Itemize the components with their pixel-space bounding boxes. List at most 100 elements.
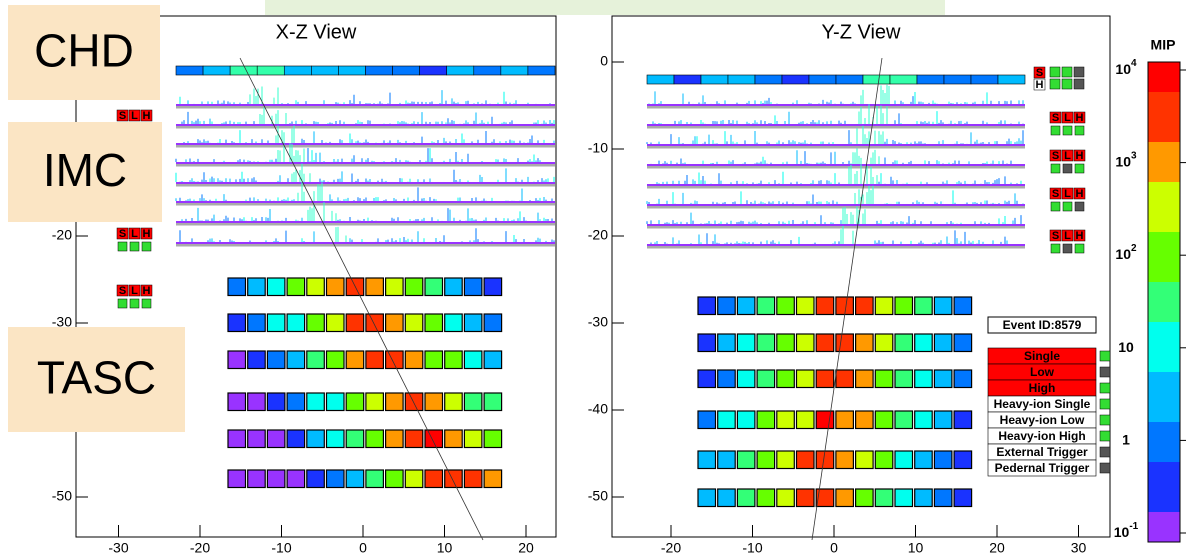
tasc-log	[736, 450, 756, 470]
tasc-log	[894, 488, 914, 508]
flag-letter: L	[131, 285, 138, 297]
track	[239, 57, 484, 541]
chd-paddle	[781, 74, 810, 85]
flag-box	[1033, 78, 1046, 91]
event-id-box	[987, 316, 1097, 334]
tasc-log	[424, 392, 444, 412]
tasc-log	[914, 296, 933, 316]
flag-status	[1062, 201, 1073, 212]
tasc-log	[306, 429, 325, 449]
tasc-log	[483, 277, 503, 297]
y-tick-label: -20	[588, 227, 608, 243]
tasc-log	[247, 350, 266, 370]
tasc-log	[815, 296, 835, 316]
tasc-log	[444, 350, 463, 370]
colorbar-cell	[1148, 132, 1180, 142]
tasc-log	[483, 469, 503, 489]
tasc-log	[247, 277, 266, 297]
trigger-label: External Trigger	[996, 445, 1088, 459]
tasc-log	[227, 469, 247, 489]
tasc-log	[286, 469, 306, 489]
tasc-log	[795, 333, 815, 353]
flag-letter: S	[1052, 188, 1059, 200]
tasc-log	[914, 450, 933, 470]
tasc-log	[247, 392, 266, 412]
flag-status	[1050, 125, 1061, 136]
trigger-status	[1099, 414, 1111, 426]
colorbar-exp: 2	[1131, 243, 1137, 254]
tasc-log	[463, 429, 483, 449]
overlay-label: TASC	[37, 352, 156, 404]
tasc-log	[776, 488, 795, 508]
tasc-log	[247, 313, 266, 333]
x-tick-label: 0	[359, 540, 367, 556]
trigger-label: Single	[1024, 349, 1060, 363]
colorbar-cell	[1148, 122, 1180, 132]
tasc-log	[286, 350, 306, 370]
trigger-status	[1099, 382, 1111, 394]
y-tick-label: -20	[52, 227, 72, 243]
tasc-log	[365, 392, 384, 412]
tasc-log	[854, 410, 874, 430]
tasc-log	[365, 350, 384, 370]
colorbar-cell	[1148, 252, 1180, 262]
y-tick-label: -30	[588, 314, 608, 330]
tasc-log	[736, 296, 756, 316]
tasc-log	[795, 410, 815, 430]
tasc-log	[227, 392, 247, 412]
tasc-log	[854, 369, 874, 389]
tasc-log	[894, 333, 914, 353]
x-tick-label: -30	[108, 540, 128, 556]
tasc-log	[736, 410, 756, 430]
colorbar-cell	[1148, 272, 1180, 282]
tasc-log	[776, 333, 795, 353]
tasc-log	[815, 488, 835, 508]
flag-letter: H	[1076, 112, 1084, 124]
tasc-log	[227, 313, 247, 333]
tasc-log	[953, 296, 973, 316]
tasc-log	[933, 488, 953, 508]
event-id: Event ID:8579	[1003, 318, 1082, 332]
tasc-log	[325, 350, 345, 370]
tasc-log	[385, 469, 404, 489]
colorbar-cell	[1148, 72, 1180, 82]
tasc-log	[365, 313, 384, 333]
tasc-log	[266, 277, 286, 297]
tasc-log	[247, 469, 266, 489]
colorbar-label: 1	[1122, 431, 1130, 447]
flag-box	[140, 227, 153, 240]
x-tick-label: 10	[437, 540, 453, 556]
tasc-log	[835, 450, 855, 470]
colorbar-cell	[1148, 242, 1180, 252]
tasc-log	[874, 450, 894, 470]
tasc-log	[306, 277, 325, 297]
tasc-log	[795, 369, 815, 389]
tasc-log	[933, 450, 953, 470]
tasc-log	[953, 410, 973, 430]
tasc-log	[266, 392, 286, 412]
tasc-log	[444, 429, 463, 449]
chd-paddle	[646, 74, 675, 85]
x-tick-label: -20	[190, 540, 210, 556]
chd-paddle	[229, 65, 258, 76]
tasc-log	[697, 369, 717, 389]
colorbar-cell	[1148, 372, 1180, 382]
tasc-log	[874, 369, 894, 389]
chd-paddle	[700, 74, 729, 85]
chd-paddle	[862, 74, 891, 85]
tasc-log	[345, 392, 365, 412]
trigger-label: Heavy-ion High	[998, 429, 1085, 443]
flag-box	[1073, 111, 1086, 124]
tasc-log	[483, 392, 503, 412]
flag-letter: H	[143, 228, 151, 240]
flag-box	[1049, 111, 1062, 124]
flag-status	[1074, 163, 1085, 174]
tasc-log	[815, 450, 835, 470]
tasc-log	[444, 277, 463, 297]
tasc-log	[854, 488, 874, 508]
tasc-log	[404, 313, 424, 333]
flag-letter: L	[131, 110, 138, 122]
tasc-log	[776, 296, 795, 316]
colorbar-base: 10	[1115, 61, 1131, 77]
tasc-log	[306, 392, 325, 412]
